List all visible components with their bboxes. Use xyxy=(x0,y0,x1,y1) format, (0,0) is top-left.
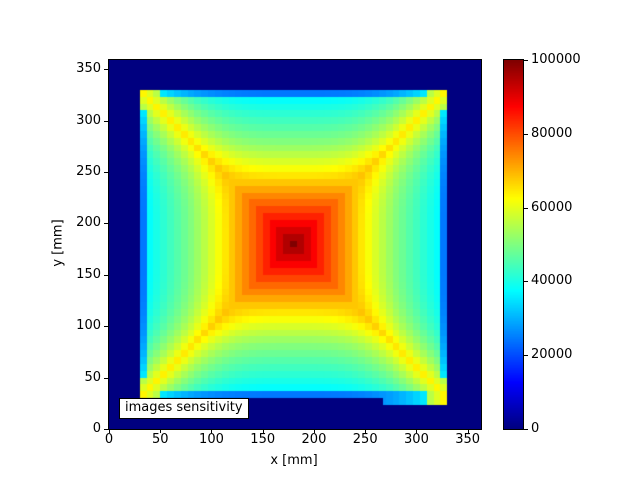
x-tick-label: 100 xyxy=(199,432,224,447)
x-tick-label: 150 xyxy=(250,432,276,447)
x-tick-mark xyxy=(262,429,264,433)
x-axis-label: x [mm] xyxy=(270,453,318,468)
x-tick-mark xyxy=(313,429,315,433)
x-tick-mark xyxy=(365,429,367,433)
colorbar-tick-label: 20000 xyxy=(531,347,573,363)
x-tick-label: 50 xyxy=(151,432,169,447)
colorbar-tick-mark xyxy=(524,429,528,430)
y-tick-mark xyxy=(104,377,108,379)
y-tick-label: 100 xyxy=(76,318,101,334)
colorbar xyxy=(503,59,524,430)
x-tick-label: 250 xyxy=(352,432,378,447)
sensitivity-heatmap xyxy=(109,60,481,429)
annotation-box: images sensitivity xyxy=(119,398,249,419)
colorbar-tick-mark xyxy=(524,133,528,135)
x-tick-label: 350 xyxy=(455,432,481,447)
x-tick-mark xyxy=(211,429,213,433)
plot-area: images sensitivity xyxy=(108,59,482,430)
y-tick-label: 200 xyxy=(76,215,101,231)
colorbar-tick-mark xyxy=(524,207,528,209)
y-tick-label: 300 xyxy=(76,112,101,128)
colorbar-tick-label: 60000 xyxy=(531,199,573,215)
colorbar-gradient xyxy=(504,60,523,429)
y-tick-mark xyxy=(104,326,108,328)
x-tick-label: 200 xyxy=(301,432,327,447)
y-tick-label: 0 xyxy=(92,421,101,436)
colorbar-tick-label: 40000 xyxy=(531,273,573,289)
y-tick-mark xyxy=(104,69,108,71)
x-tick-label: 0 xyxy=(104,432,114,447)
x-tick-mark xyxy=(160,429,162,433)
colorbar-tick-label: 100000 xyxy=(531,52,581,67)
y-tick-label: 250 xyxy=(76,164,101,180)
y-tick-mark xyxy=(104,223,108,225)
y-tick-mark xyxy=(104,120,108,122)
colorbar-tick-mark xyxy=(524,281,528,283)
x-tick-mark xyxy=(467,429,469,433)
x-tick-mark xyxy=(416,429,418,433)
y-tick-label: 50 xyxy=(84,369,101,385)
colorbar-tick-label: 80000 xyxy=(531,125,573,141)
x-tick-label: 300 xyxy=(404,432,429,447)
colorbar-tick-mark xyxy=(524,355,528,357)
colorbar-tick-label: 0 xyxy=(531,421,540,436)
y-tick-mark xyxy=(104,274,108,276)
y-tick-label: 150 xyxy=(76,266,101,282)
y-tick-mark xyxy=(104,429,108,430)
y-tick-mark xyxy=(104,172,108,174)
x-tick-mark xyxy=(109,429,110,433)
y-tick-label: 350 xyxy=(76,61,101,77)
colorbar-tick-mark xyxy=(524,60,528,61)
y-axis-label: y [mm] xyxy=(50,219,66,267)
